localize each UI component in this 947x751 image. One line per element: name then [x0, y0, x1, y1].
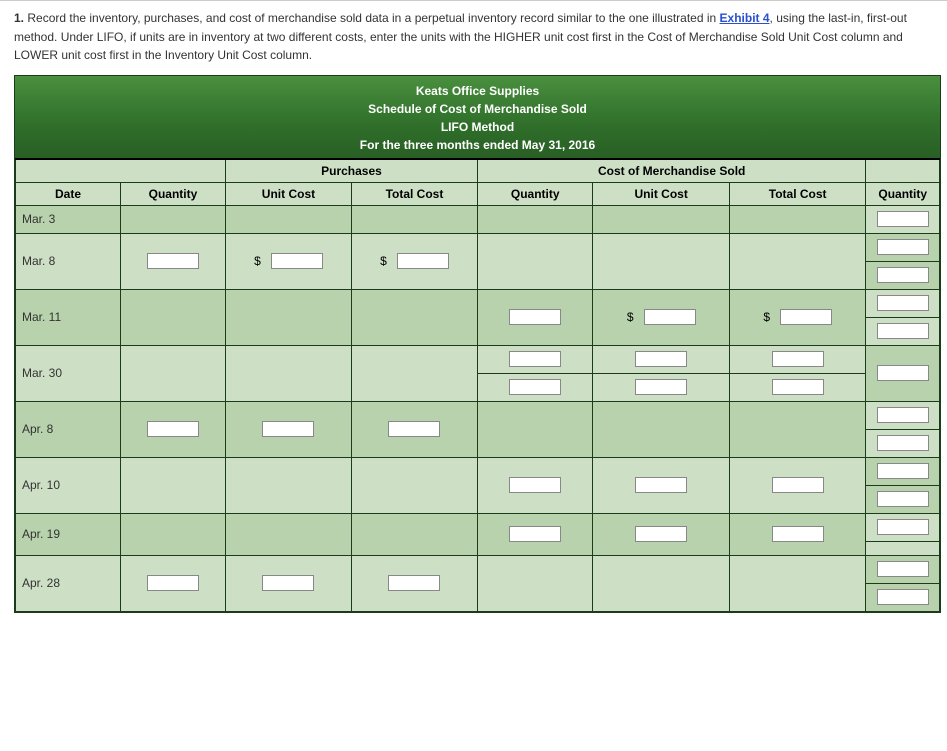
cogs-unit-input[interactable] [635, 351, 687, 367]
cogs-total-input[interactable] [772, 477, 824, 493]
cogs-qty-input[interactable] [509, 526, 561, 542]
col-total2: Total Cost [729, 182, 866, 205]
date-cell: Mar. 8 [16, 233, 121, 289]
cogs-unit-input[interactable] [635, 477, 687, 493]
dollar-sign: $ [254, 254, 261, 268]
purch-qty-input[interactable] [147, 421, 199, 437]
col-unit2: Unit Cost [593, 182, 729, 205]
inv-qty-input[interactable] [877, 407, 929, 423]
col-qty3: Quantity [866, 182, 940, 205]
cogs-unit-input[interactable] [635, 526, 687, 542]
title-line-4: For the three months ended May 31, 2016 [15, 136, 940, 154]
worksheet: Keats Office Supplies Schedule of Cost o… [14, 75, 941, 613]
col-date: Date [16, 182, 121, 205]
purch-total-input[interactable] [397, 253, 449, 269]
title-line-2: Schedule of Cost of Merchandise Sold [15, 100, 940, 118]
cogs-total-input[interactable] [772, 526, 824, 542]
cogs-unit-input[interactable] [644, 309, 696, 325]
group-header-cogs: Cost of Merchandise Sold [477, 159, 865, 183]
date-cell: Mar. 30 [16, 345, 121, 401]
col-qty: Quantity [120, 182, 225, 205]
date-cell: Apr. 8 [16, 401, 121, 457]
inventory-table: Purchases Cost of Merchandise Sold Date … [15, 158, 940, 612]
cogs-qty-input[interactable] [509, 351, 561, 367]
cogs-total-input[interactable] [772, 351, 824, 367]
date-cell: Apr. 19 [16, 513, 121, 555]
date-cell: Apr. 10 [16, 457, 121, 513]
inv-qty-input[interactable] [877, 267, 929, 283]
inv-qty-input[interactable] [877, 589, 929, 605]
cogs-qty-input[interactable] [509, 309, 561, 325]
cogs-total-input[interactable] [772, 379, 824, 395]
title-line-1: Keats Office Supplies [15, 82, 940, 100]
cogs-qty-input[interactable] [509, 477, 561, 493]
purch-qty-input[interactable] [147, 575, 199, 591]
col-qty2: Quantity [477, 182, 592, 205]
worksheet-title-block: Keats Office Supplies Schedule of Cost o… [15, 76, 940, 158]
title-line-3: LIFO Method [15, 118, 940, 136]
question-number: 1. [14, 11, 24, 25]
purch-total-input[interactable] [388, 575, 440, 591]
dollar-sign: $ [380, 254, 387, 268]
purch-qty-input[interactable] [147, 253, 199, 269]
group-header-inventory [866, 159, 940, 183]
dollar-sign: $ [763, 310, 770, 324]
inv-qty-input[interactable] [877, 365, 929, 381]
purch-total-input[interactable] [388, 421, 440, 437]
inv-qty-input[interactable] [877, 561, 929, 577]
inv-qty-input[interactable] [877, 463, 929, 479]
purch-unit-input[interactable] [262, 421, 314, 437]
inv-qty-input[interactable] [877, 491, 929, 507]
instructions: 1. Record the inventory, purchases, and … [0, 0, 947, 75]
date-cell: Mar. 3 [16, 205, 121, 233]
inv-qty-input[interactable] [877, 323, 929, 339]
col-unit: Unit Cost [225, 182, 351, 205]
cogs-qty-input[interactable] [509, 379, 561, 395]
inv-qty-input[interactable] [877, 295, 929, 311]
group-header-purchases: Purchases [225, 159, 477, 183]
inv-qty-input[interactable] [877, 435, 929, 451]
date-cell: Apr. 28 [16, 555, 121, 611]
inv-qty-input[interactable] [877, 211, 929, 227]
instruction-text-a: Record the inventory, purchases, and cos… [27, 11, 719, 25]
exhibit-link[interactable]: Exhibit 4 [720, 11, 770, 25]
inv-qty-input[interactable] [877, 519, 929, 535]
purch-unit-input[interactable] [271, 253, 323, 269]
cogs-total-input[interactable] [780, 309, 832, 325]
group-header-blank [16, 159, 226, 183]
col-total: Total Cost [351, 182, 477, 205]
cogs-unit-input[interactable] [635, 379, 687, 395]
inv-qty-input[interactable] [877, 239, 929, 255]
date-cell: Mar. 11 [16, 289, 121, 345]
purch-unit-input[interactable] [262, 575, 314, 591]
dollar-sign: $ [627, 310, 634, 324]
